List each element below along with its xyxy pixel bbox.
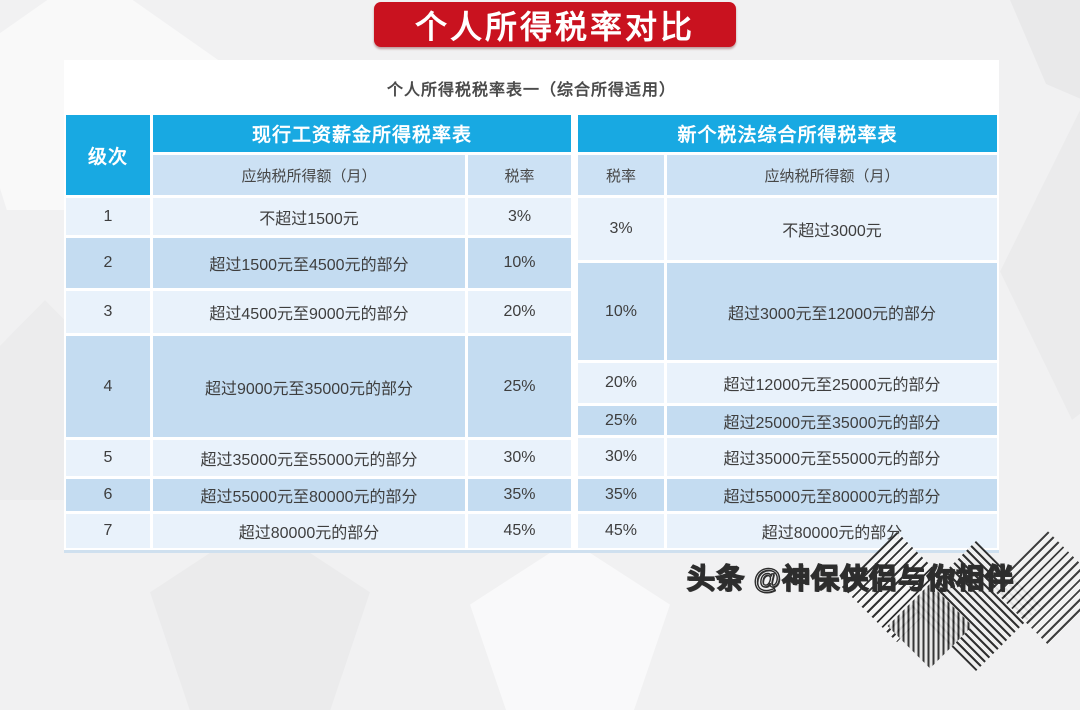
tax-rate: 35% [468,479,571,511]
income-bracket: 超过35000元至55000元的部分 [153,440,465,476]
income-bracket: 超过80000元的部分 [153,514,465,548]
level-value: 3 [66,291,150,333]
level-value: 4 [66,336,150,437]
income-bracket: 超过3000元至12000元的部分 [667,263,997,360]
income-bracket: 超过1500元至4500元的部分 [153,238,465,288]
income-bracket: 超过55000元至80000元的部分 [667,479,997,511]
income-bracket: 超过25000元至35000元的部分 [667,406,997,435]
current-tax-table: 级次 现行工资薪金所得税率表 应纳税所得额（月） 税率 1 不超过1500元 3… [66,115,571,548]
tax-rate: 25% [578,406,664,435]
tax-rate: 3% [468,198,571,235]
tax-rate: 10% [468,238,571,288]
tax-table-card: 个人所得税税率表一（综合所得适用） 级次 现行工资薪金所得税率表 应纳税所得额（… [64,60,999,553]
level-value: 5 [66,440,150,476]
tax-rate: 45% [468,514,571,548]
tax-rate: 10% [578,263,664,360]
level-value: 2 [66,238,150,288]
tax-rate: 30% [468,440,571,476]
income-bracket: 超过80000元的部分 [667,514,997,548]
income-bracket: 不超过1500元 [153,198,465,235]
comparison-tables: 级次 现行工资薪金所得税率表 应纳税所得额（月） 税率 1 不超过1500元 3… [64,115,999,548]
new-rate-header: 税率 [578,155,664,195]
level-value: 1 [66,198,150,235]
level-value: 7 [66,514,150,548]
new-tax-table: 新个税法综合所得税率表 税率 应纳税所得额（月） 3% 不超过3000元 10%… [578,115,997,548]
table-subtitle: 个人所得税税率表一（综合所得适用） [386,81,676,99]
background-polygon [1000,90,1080,420]
tax-rate: 25% [468,336,571,437]
new-table-title: 新个税法综合所得税率表 [578,115,997,152]
income-bracket: 超过4500元至9000元的部分 [153,291,465,333]
level-column-header: 级次 [66,115,150,195]
income-bracket: 超过35000元至55000元的部分 [667,438,997,476]
tax-rate: 20% [578,363,664,403]
current-rate-header: 税率 [468,155,571,195]
infographic-page: { "title_banner": { "text": "个人所得税率对比" }… [64,0,1080,672]
background-polygon [470,540,670,710]
tax-rate: 45% [578,514,664,548]
income-bracket: 超过55000元至80000元的部分 [153,479,465,511]
tax-rate: 35% [578,479,664,511]
page-title: 个人所得税率对比 [374,2,736,47]
income-bracket: 超过12000元至25000元的部分 [667,363,997,403]
tax-rate: 20% [468,291,571,333]
tax-rate: 30% [578,438,664,476]
level-value: 6 [66,479,150,511]
income-bracket: 不超过3000元 [667,198,997,260]
background-polygon [1010,0,1080,120]
income-bracket: 超过9000元至35000元的部分 [153,336,465,437]
current-income-header: 应纳税所得额（月） [153,155,465,195]
new-income-header: 应纳税所得额（月） [667,155,997,195]
current-table-title: 现行工资薪金所得税率表 [153,115,571,152]
tax-rate: 3% [578,198,664,260]
toutiao-watermark: 头条 @神保侠侣与你相伴 [686,562,1014,594]
